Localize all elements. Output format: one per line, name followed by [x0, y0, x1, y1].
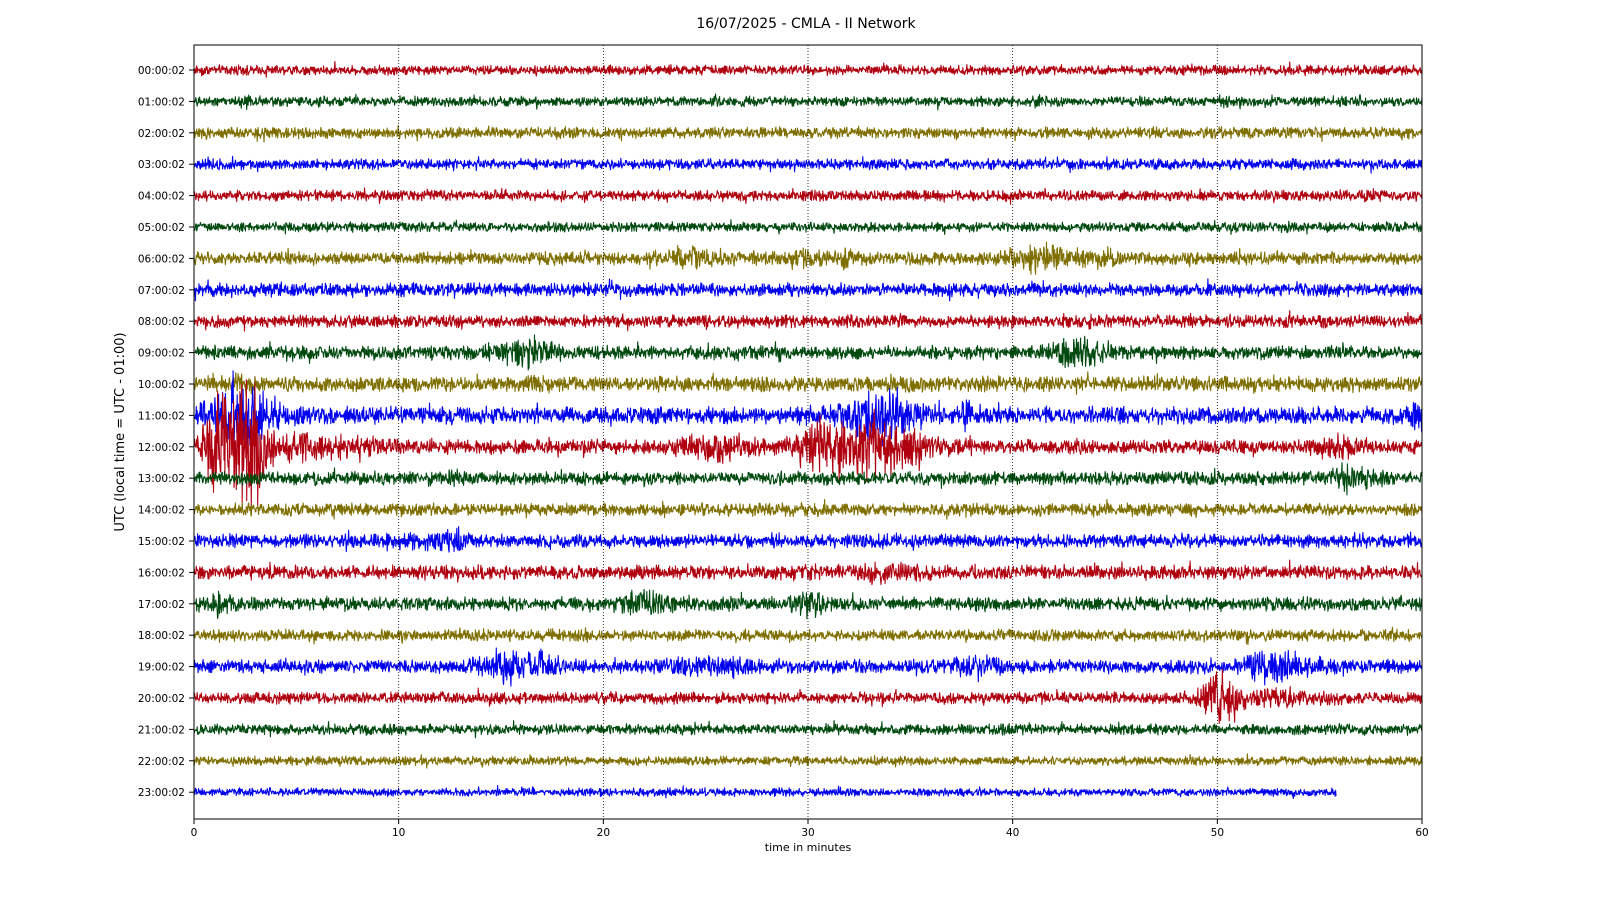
- y-tick-label: 10:00:02: [138, 379, 185, 391]
- x-axis: 0 10 20 30 40 50 60: [191, 819, 1429, 839]
- x-tick-label: 10: [392, 827, 405, 839]
- y-tick-label: 15:00:02: [138, 536, 185, 548]
- trace-17-00-02: [193, 588, 1423, 620]
- y-axis-label: UTC (local time = UTC - 01:00): [113, 332, 128, 531]
- x-tick-label: 50: [1211, 827, 1224, 839]
- y-axis: 00:00:02 01:00:02 02:00:02 03:00:02 04:00:02…: [138, 65, 194, 799]
- x-tick-label: 30: [801, 827, 814, 839]
- trace-13-00-02: [193, 462, 1423, 496]
- trace-09-00-02: [193, 334, 1423, 371]
- trace-08-00-02: [193, 310, 1423, 332]
- y-tick-label: 09:00:02: [138, 348, 185, 360]
- x-axis-label: time in minutes: [765, 841, 852, 854]
- y-tick-label: 13:00:02: [138, 473, 185, 485]
- trace-15-00-02: [193, 525, 1423, 553]
- y-tick-label: 01:00:02: [138, 96, 185, 108]
- trace-22-00-02: [193, 753, 1423, 769]
- trace-11-00-02: [193, 370, 1423, 455]
- x-tick-label: 60: [1415, 827, 1428, 839]
- y-tick-label: 05:00:02: [138, 222, 185, 234]
- y-tick-label: 11:00:02: [138, 410, 185, 422]
- grid-lines: [398, 45, 1218, 819]
- x-tick-label: 0: [191, 827, 198, 839]
- y-tick-label: 18:00:02: [138, 630, 185, 642]
- y-tick-label: 04:00:02: [138, 191, 185, 203]
- y-tick-label: 22:00:02: [138, 756, 185, 768]
- y-tick-label: 12:00:02: [138, 442, 185, 454]
- trace-05-00-02: [193, 219, 1423, 235]
- y-tick-label: 03:00:02: [138, 159, 185, 171]
- trace-16-00-02: [193, 559, 1423, 586]
- chart-title: 16/07/2025 - CMLA - II Network: [696, 16, 916, 32]
- y-tick-label: 20:00:02: [138, 693, 185, 705]
- x-tick-label: 40: [1006, 827, 1019, 839]
- trace-23-00-02: [193, 785, 1337, 799]
- trace-03-00-02: [193, 155, 1423, 174]
- y-tick-label: 23:00:02: [138, 787, 185, 799]
- y-tick-label: 16:00:02: [138, 567, 185, 579]
- y-tick-label: 21:00:02: [138, 724, 185, 736]
- y-tick-label: 17:00:02: [138, 599, 185, 611]
- trace-06-00-02: [193, 241, 1423, 275]
- y-tick-label: 08:00:02: [138, 316, 185, 328]
- trace-12-00-02: [193, 379, 1423, 507]
- y-tick-label: 19:00:02: [138, 662, 185, 674]
- y-tick-label: 14:00:02: [138, 505, 185, 517]
- y-tick-label: 07:00:02: [138, 285, 185, 297]
- y-tick-label: 00:00:02: [138, 65, 185, 77]
- trace-02-00-02: [193, 125, 1423, 143]
- trace-19-00-02: [193, 647, 1423, 687]
- x-tick-label: 20: [597, 827, 610, 839]
- y-tick-label: 02:00:02: [138, 128, 185, 140]
- y-tick-label: 06:00:02: [138, 253, 185, 265]
